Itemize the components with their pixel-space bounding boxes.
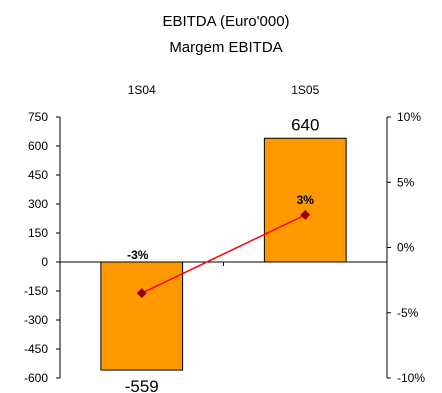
- category-label: 1S05: [291, 83, 319, 97]
- left-tick-label: 0: [41, 255, 48, 269]
- bar-value-label: 640: [291, 115, 319, 134]
- right-tick-label: -5%: [397, 306, 419, 320]
- right-tick-label: 0%: [397, 241, 415, 255]
- chart-subtitle: Margem EBITDA: [169, 39, 282, 56]
- left-tick-label: 300: [28, 197, 48, 211]
- left-tick-label: 600: [28, 139, 48, 153]
- left-tick-label: 750: [28, 110, 48, 124]
- margin-point: [300, 209, 311, 220]
- right-tick-label: 10%: [397, 110, 421, 124]
- bar: [263, 137, 347, 263]
- right-tick-label: 5%: [397, 175, 415, 189]
- chart-title: EBITDA (Euro'000): [162, 13, 289, 30]
- margin-line-path: [141, 214, 306, 294]
- left-tick-label: -450: [24, 342, 48, 356]
- category-label: 1S04: [128, 83, 156, 97]
- margin-point: [136, 288, 147, 299]
- margin-label: 3%: [297, 193, 315, 207]
- left-tick-label: -600: [24, 371, 48, 385]
- axes: 750 600 450 300 150 0 -150 -300 -450 -600 10% 5% 0% -…: [24, 110, 425, 385]
- margin-label: -3%: [127, 248, 149, 262]
- left-tick-label: -300: [24, 313, 48, 327]
- left-tick-label: 450: [28, 168, 48, 182]
- left-tick-label: -150: [24, 284, 48, 298]
- labels: 1S04 1S05 -559 640 -3% 3%: [125, 83, 320, 393]
- margin-line: [136, 209, 311, 299]
- right-tick-label: -10%: [397, 371, 425, 385]
- left-tick-label: 150: [28, 226, 48, 240]
- bar: [100, 261, 184, 371]
- bar-value-label: -559: [125, 377, 159, 393]
